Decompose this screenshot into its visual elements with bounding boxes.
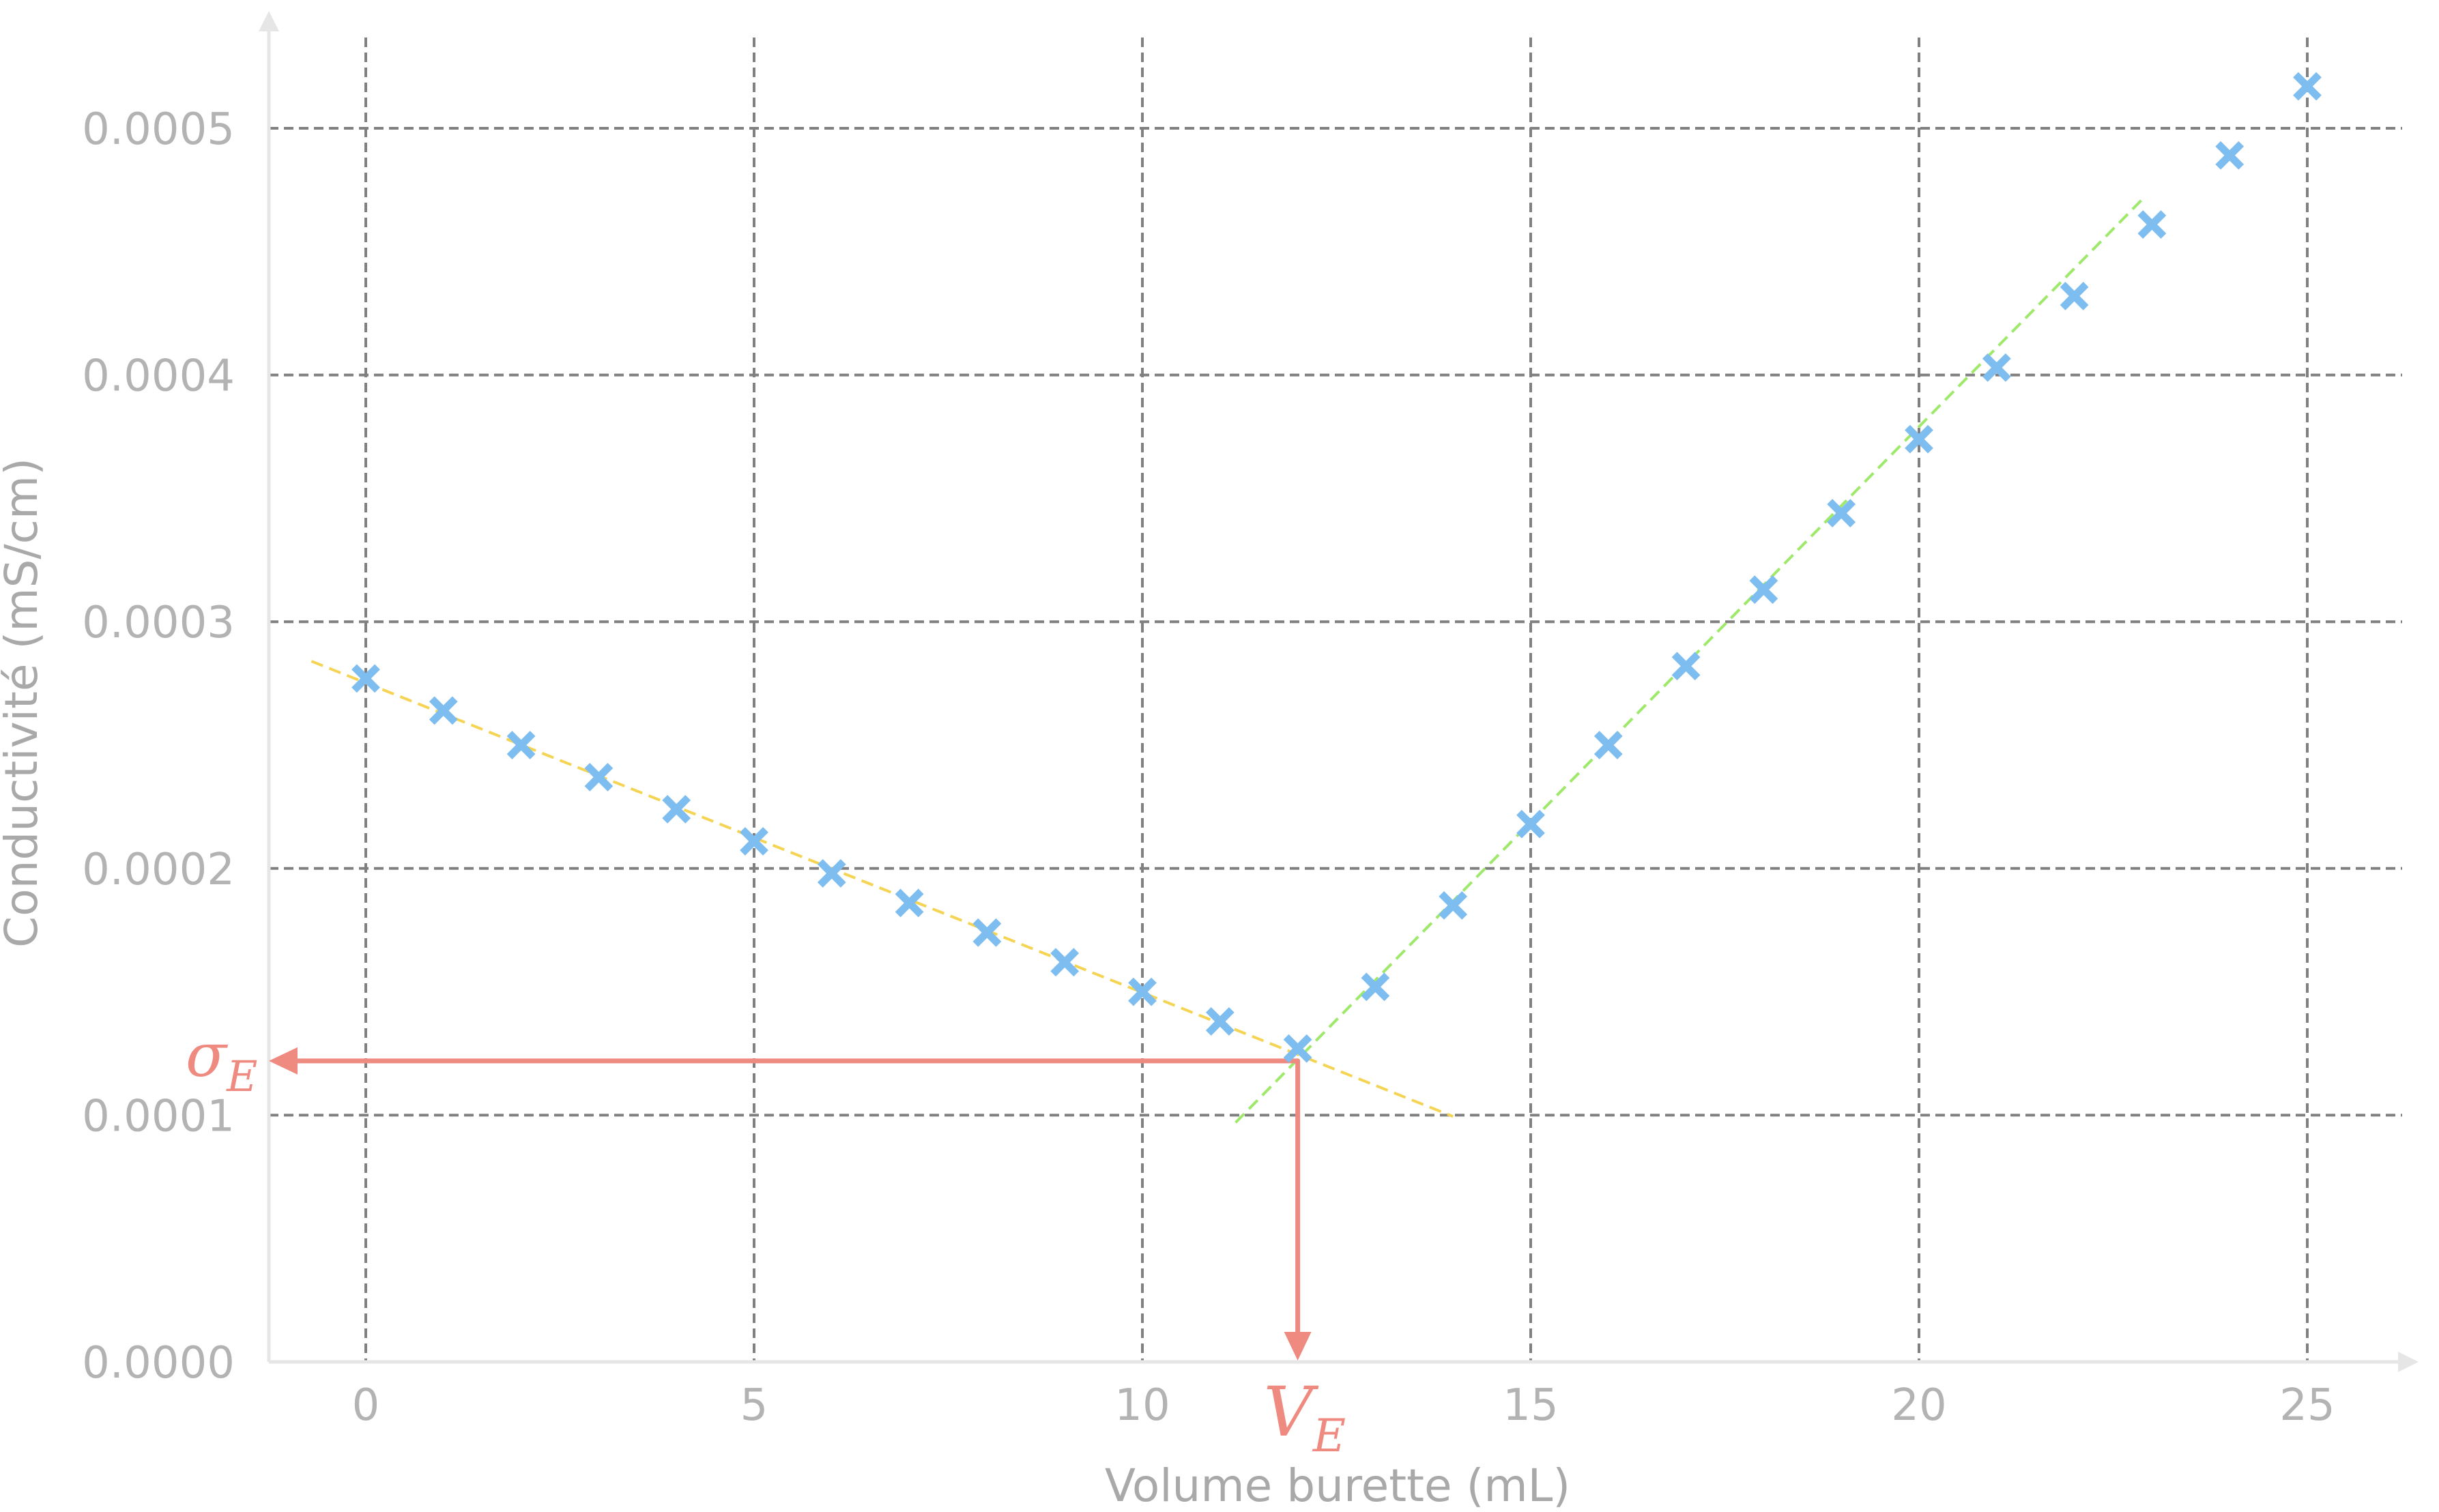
ve-label: VE — [1264, 1372, 1346, 1462]
data-point-stroke — [2293, 72, 2322, 101]
data-point-stroke — [1593, 731, 1623, 759]
data-point — [1749, 575, 1778, 605]
x-tick-label: 0 — [352, 1380, 380, 1431]
data-point-stroke — [1982, 353, 2011, 382]
y-tick-label: 0.0002 — [82, 845, 235, 895]
data-point — [1283, 1034, 1312, 1063]
ve-arrowhead — [1284, 1332, 1312, 1361]
data-point-stroke — [2215, 141, 2245, 170]
data-point-stroke — [1283, 1034, 1312, 1063]
data-point — [2293, 72, 2322, 101]
data-point — [351, 664, 380, 693]
data-point — [2137, 210, 2167, 239]
data-point-stroke — [1128, 977, 1157, 1006]
x-tick-label: 25 — [2279, 1380, 2335, 1431]
y-axis-title: Conductivité (mS/cm) — [0, 458, 48, 948]
data-point — [895, 888, 924, 918]
data-point — [1982, 353, 2011, 382]
x-tick-label: 10 — [1114, 1380, 1170, 1431]
data-point-stroke — [1827, 499, 1856, 527]
annotation-labels: σE VE — [186, 1020, 1346, 1462]
data-point-stroke — [351, 664, 380, 693]
sigma-e-label: σE — [186, 1020, 257, 1101]
data-point-stroke — [1905, 424, 1933, 454]
y-tick-label: 0.0000 — [82, 1338, 235, 1389]
data-point — [1593, 731, 1623, 759]
annotation-arrows — [269, 1047, 1312, 1361]
data-point — [1905, 424, 1933, 454]
data-point — [972, 918, 1002, 947]
data-point — [662, 795, 691, 824]
data-point-stroke — [1749, 575, 1778, 605]
data-point-stroke — [2060, 281, 2089, 310]
data-point-stroke — [1439, 891, 1468, 920]
fit-line — [1235, 196, 2146, 1124]
grid — [269, 38, 2402, 1362]
data-point — [1050, 948, 1080, 977]
fit-lines — [311, 196, 2146, 1124]
y-tick-label: 0.0005 — [82, 104, 235, 155]
fit-line — [311, 660, 1454, 1118]
data-point-stroke — [1205, 1007, 1235, 1036]
x-tick-label: 20 — [1891, 1380, 1946, 1431]
data-points — [351, 72, 2322, 1063]
data-point — [1671, 652, 1701, 681]
data-point — [1827, 499, 1856, 527]
data-point — [1439, 891, 1468, 920]
data-point — [1128, 977, 1157, 1006]
data-point — [817, 859, 846, 888]
data-point — [2215, 141, 2245, 170]
data-point-stroke — [972, 918, 1002, 947]
x-tick-label: 5 — [740, 1380, 768, 1431]
data-point — [2060, 281, 2089, 310]
sigma-e-arrowhead — [269, 1047, 298, 1075]
data-point-stroke — [1361, 972, 1390, 1002]
axes — [259, 11, 2419, 1372]
x-tick-label: 15 — [1503, 1380, 1558, 1431]
data-point — [1361, 972, 1390, 1002]
data-point — [584, 763, 614, 791]
data-point-stroke — [740, 827, 768, 856]
data-point-stroke — [1516, 809, 1545, 839]
data-point — [1205, 1007, 1235, 1036]
tick-labels: 0 5 10 15 20 25 0.0000 0.0001 0.0002 0.0003 0.0004… — [82, 104, 2335, 1431]
data-point — [506, 731, 536, 759]
data-point — [429, 696, 458, 725]
x-axis-title: Volume burette (mL) — [1105, 1459, 1570, 1512]
y-tick-label: 0.0001 — [82, 1091, 235, 1142]
data-point-stroke — [1050, 948, 1080, 977]
data-point-stroke — [817, 859, 846, 888]
data-point-stroke — [429, 696, 458, 725]
data-point-stroke — [895, 888, 924, 918]
data-point — [740, 827, 768, 856]
data-point-stroke — [662, 795, 691, 824]
y-tick-label: 0.0003 — [82, 598, 235, 648]
data-point-stroke — [584, 763, 614, 791]
data-point-stroke — [1671, 652, 1701, 681]
data-point-stroke — [2137, 210, 2167, 239]
data-point-stroke — [506, 731, 536, 759]
y-tick-label: 0.0004 — [82, 351, 235, 402]
data-point — [1516, 809, 1545, 839]
